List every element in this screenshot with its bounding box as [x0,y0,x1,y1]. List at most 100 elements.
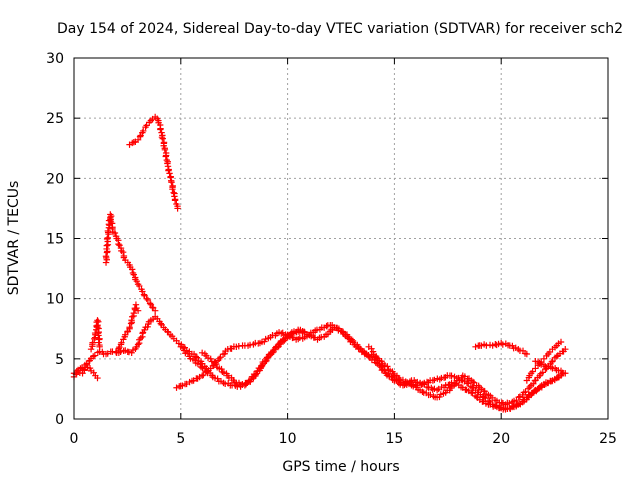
data-point [149,304,156,311]
y-tick-label: 20 [46,171,64,187]
data-point [115,240,122,248]
data-point [549,357,556,365]
y-tick-label: 5 [55,352,64,368]
data-point [410,383,417,390]
data-point [164,328,171,335]
series-track-f [113,301,142,357]
data-point [133,277,141,285]
grid-lines [74,58,608,419]
data-point [562,346,569,353]
data-point [161,146,169,153]
data-point [548,358,556,366]
axis-ticks: 0 5 10 15 20 25 0 5 10 15 20 25 30 [46,51,617,447]
data-point [115,345,122,352]
data-point [196,361,204,368]
data-point [498,399,505,406]
data-point [279,338,287,345]
data-point [87,346,95,353]
data-point [102,253,110,260]
series-track-a [70,313,210,377]
data-point [174,205,181,212]
series-track-j [365,343,569,408]
data-point [381,366,388,374]
data-point [335,327,342,334]
data-point [157,320,165,327]
data-point [134,136,142,144]
data-point [134,341,142,348]
data-point [128,349,135,357]
data-point [278,330,285,337]
data-point [128,317,135,324]
data-point [499,341,506,348]
data-point [103,242,111,249]
x-tick-label: 0 [70,431,79,447]
data-point [94,374,101,382]
data-point [198,372,206,379]
data-point [252,371,259,378]
x-tick-label: 15 [385,431,403,447]
data-point [301,329,308,336]
y-axis-label: SDTVAR / TECUs [6,181,22,296]
data-point [83,361,91,369]
data-point [129,313,136,320]
data-point [136,282,143,290]
x-tick-label: 20 [492,431,510,447]
data-point [369,348,377,355]
data-point [481,388,488,395]
data-point [171,193,178,200]
data-point [140,127,147,135]
data-point [534,358,542,365]
series-track-k [472,339,531,358]
data-point [126,324,133,331]
data-point [469,378,477,386]
data-point [348,336,355,343]
data-point [91,352,99,359]
data-point [468,389,475,396]
y-tick-label: 10 [46,292,64,308]
data-point [144,296,152,304]
data-point [96,343,103,350]
data-point [157,126,164,133]
data-point [541,381,548,389]
data-point [469,384,476,391]
data-point [171,197,179,204]
data-point [360,348,368,355]
data-point [197,363,205,371]
data-point [365,353,372,360]
data-points [70,113,569,413]
data-point [539,369,546,376]
data-point [218,365,225,373]
x-tick-label: 25 [599,431,617,447]
data-point [515,394,522,401]
data-point [295,328,303,335]
data-point [95,318,102,325]
data-point [452,380,460,388]
data-point [263,357,270,365]
series-track-d [102,211,159,314]
data-point [557,338,565,346]
series-track-c [87,317,103,353]
data-point [104,227,112,235]
series-track-e [126,113,181,212]
data-point [130,309,138,317]
data-point [170,189,177,196]
data-point [169,186,176,193]
data-point [168,179,175,186]
series-track-b [70,361,101,382]
data-point [151,307,159,314]
data-point [111,229,119,237]
y-tick-label: 30 [46,51,64,67]
data-point [562,370,569,377]
data-point [167,174,174,181]
data-point [118,339,125,346]
series-track-i [198,328,308,389]
data-point [166,170,173,177]
data-point [140,291,148,298]
data-point [146,300,154,307]
data-point [535,385,542,392]
data-point [378,362,385,370]
series-track-h [177,324,567,413]
data-point [219,368,226,376]
x-tick-label: 5 [176,431,185,447]
data-point [506,400,513,407]
